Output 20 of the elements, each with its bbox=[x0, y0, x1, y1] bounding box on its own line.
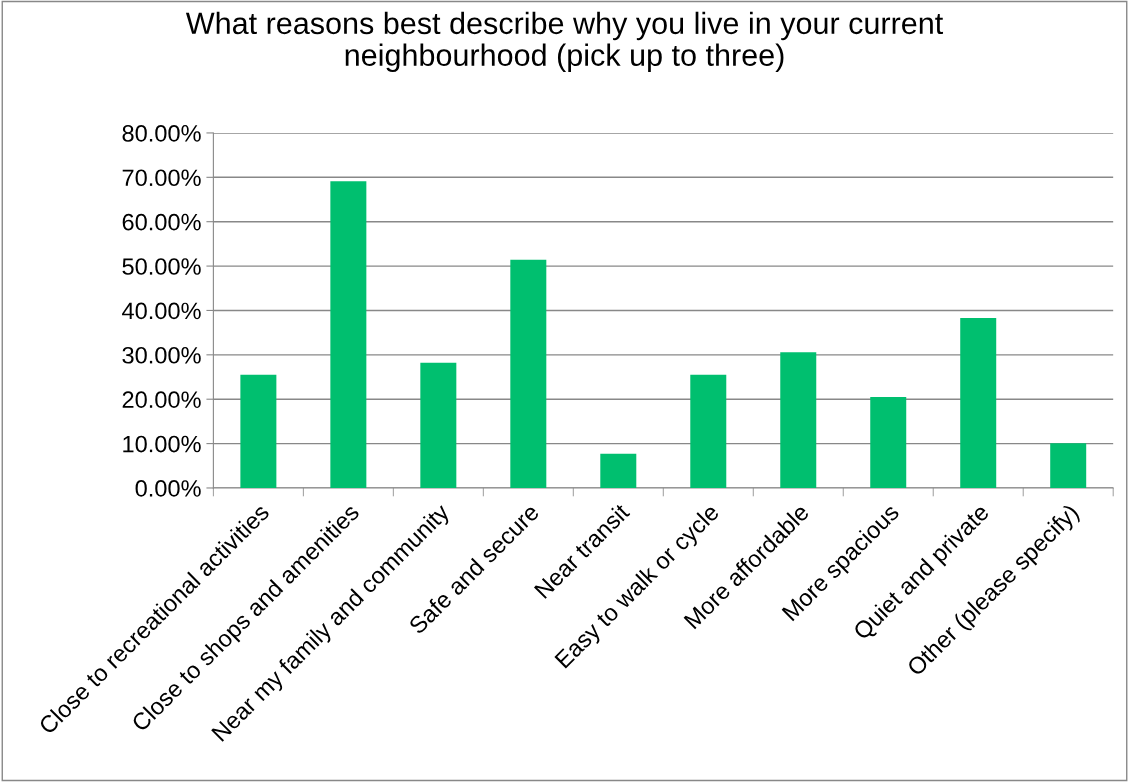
y-tick-label: 0.00% bbox=[135, 480, 201, 497]
bar bbox=[960, 318, 997, 488]
y-tick-label: 20.00% bbox=[122, 391, 201, 408]
bar bbox=[330, 181, 367, 488]
bar bbox=[870, 396, 907, 488]
bar bbox=[690, 374, 727, 488]
y-tick-label: 60.00% bbox=[122, 213, 201, 231]
bar bbox=[600, 453, 637, 488]
bar bbox=[240, 374, 277, 488]
bar bbox=[420, 362, 457, 488]
y-tick-label: 40.00% bbox=[122, 302, 201, 320]
y-tick-label: 10.00% bbox=[123, 435, 201, 453]
bar bbox=[1050, 443, 1087, 488]
y-tick-label: 30.00% bbox=[122, 346, 201, 364]
y-tick-label: 80.00% bbox=[122, 125, 201, 142]
bar bbox=[780, 352, 817, 488]
y-tick-label: 70.00% bbox=[122, 169, 201, 187]
bar bbox=[510, 259, 547, 488]
y-tick-label: 50.00% bbox=[122, 258, 201, 275]
chart-title: What reasons best describe why you live in your current neighbourhood (pick up to three) bbox=[185, 11, 944, 73]
